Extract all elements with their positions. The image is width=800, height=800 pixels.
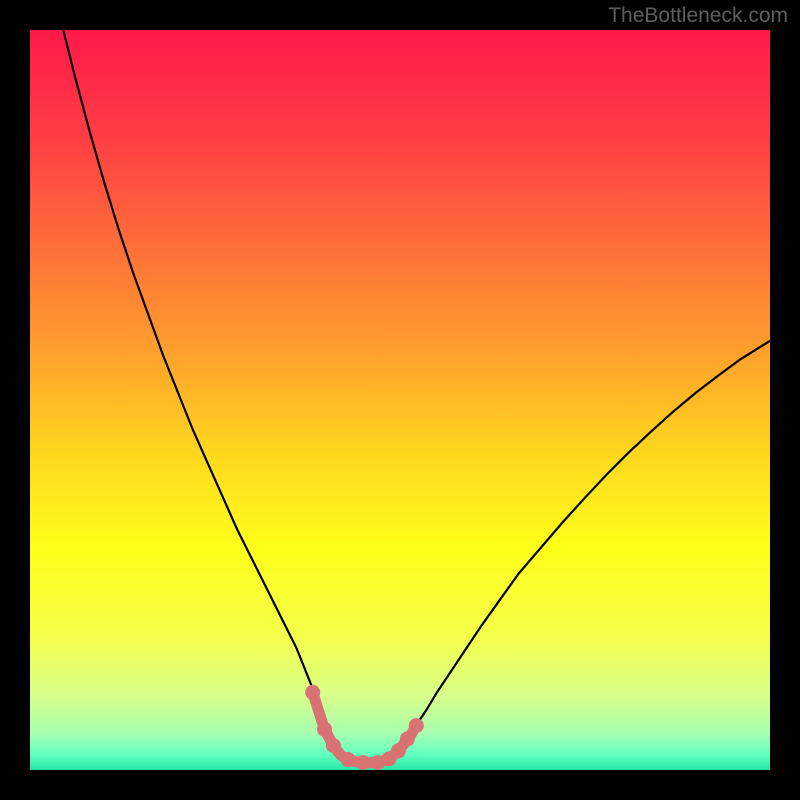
watermark-text: TheBottleneck.com (608, 4, 788, 28)
highlight-marker (400, 731, 415, 746)
highlight-marker (341, 752, 356, 767)
highlight-marker (356, 755, 371, 770)
bottleneck-chart (30, 30, 770, 770)
highlight-marker (409, 718, 424, 733)
chart-svg (30, 30, 770, 770)
gradient-background (30, 30, 770, 770)
highlight-marker (326, 738, 341, 753)
highlight-marker (305, 685, 320, 700)
highlight-marker (391, 743, 406, 758)
highlight-marker (317, 722, 332, 737)
